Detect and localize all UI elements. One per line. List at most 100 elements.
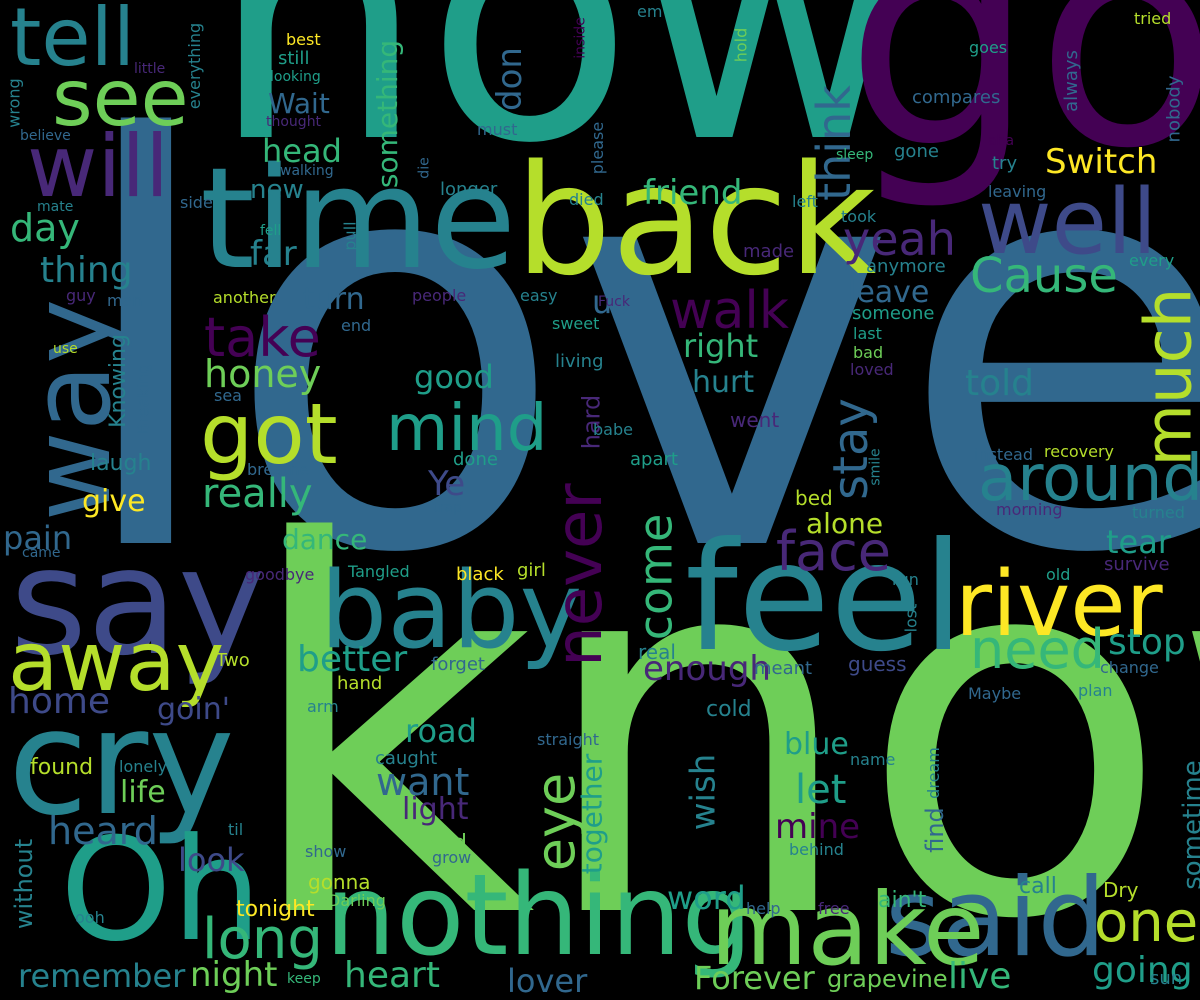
word-always: always [1060, 50, 1082, 112]
word-done: done [453, 449, 498, 470]
word-said: said [885, 856, 1107, 981]
word-caught: caught [375, 748, 438, 769]
word-call: call [1019, 874, 1057, 899]
word-well: well [978, 170, 1157, 275]
word-use: use [53, 341, 78, 357]
word-heart: heart [344, 955, 440, 996]
word-took: took [841, 207, 877, 226]
word-us: us [592, 283, 629, 321]
word-name: name [850, 750, 896, 769]
word-try: try [992, 153, 1018, 174]
word-pain: pain [3, 519, 73, 557]
word-looking: looking [270, 69, 321, 85]
word-away: away [8, 615, 225, 710]
word-plan: plan [1078, 681, 1113, 700]
word-say: say [10, 516, 266, 688]
word-anymore: anymore [866, 256, 946, 277]
word-leaving: leaving [988, 182, 1047, 201]
word-blue: blue [784, 727, 849, 762]
word-night: night [190, 955, 278, 995]
word-walking: walking [280, 163, 334, 179]
word-together: together [575, 753, 609, 875]
word-alone: alone [806, 507, 884, 540]
word-hand: hand [337, 673, 383, 694]
word-run: run [892, 570, 919, 589]
word-old: old [1046, 565, 1071, 584]
word-breaking: Breaking [133, 363, 153, 435]
word-feel: feel [685, 511, 965, 685]
word-knowing: Knowing [105, 334, 131, 428]
word-find: find [920, 807, 949, 853]
word-laugh: laugh [90, 451, 152, 476]
word-side: side [180, 193, 213, 212]
word-don: don [489, 47, 530, 111]
word-better: better [297, 639, 408, 680]
word-loved: loved [850, 360, 894, 379]
word-see: see [52, 54, 189, 144]
word-good: good [414, 358, 494, 396]
word-little: little [134, 61, 166, 77]
word-darling: Darling [328, 891, 386, 910]
word-tell: tell [10, 0, 136, 84]
word-let: let [795, 767, 847, 813]
word-back: back [515, 132, 877, 309]
word-thought: thought [266, 114, 322, 130]
word-came: came [22, 545, 61, 561]
word-remember: remember [18, 957, 186, 995]
word-will: will [27, 117, 170, 217]
word-cause: Cause [970, 248, 1118, 304]
word-forget: forget [431, 654, 485, 675]
word-hold: hold [731, 27, 751, 63]
word-maybe: Maybe [968, 684, 1022, 703]
word-make: make [710, 871, 985, 988]
word-straight: straight [537, 730, 600, 749]
word-lover: lover [507, 962, 588, 1000]
word-keep: keep [287, 971, 321, 987]
word-fuck: Fuck [598, 294, 630, 310]
word-hurt: hurt [692, 365, 755, 400]
word-morning: morning [996, 500, 1063, 519]
word-told: told [965, 363, 1034, 404]
word-love: love [68, 24, 1200, 676]
word-another: another [213, 288, 276, 307]
word-baby: baby [320, 549, 583, 672]
word-heard: heard [48, 809, 158, 853]
word-now: now [210, 0, 912, 218]
word-grapevine: grapevine [827, 965, 948, 993]
word-tear: tear [1106, 523, 1171, 561]
word-found: found [30, 755, 94, 780]
word-got: got [200, 385, 338, 483]
word-friend: friend [643, 173, 743, 213]
word-guess: guess [848, 652, 907, 676]
word-take: take [204, 306, 321, 369]
word-survive: survive [1104, 554, 1170, 575]
word-wait: Wait [268, 87, 330, 120]
word-home: home [8, 681, 111, 722]
word-aint: ain't [878, 888, 927, 913]
word-think: think [806, 85, 861, 201]
word-must: must [477, 120, 518, 139]
word-guy: guy [66, 286, 96, 305]
word-left: left [792, 192, 818, 211]
word-switch: Switch [1045, 142, 1158, 182]
word-em: em [637, 2, 663, 21]
word-stop: stop [1108, 622, 1186, 663]
word-face: face [776, 520, 892, 583]
word-help: help [746, 899, 781, 918]
word-cold: cold [706, 697, 752, 722]
word-mate: mate [37, 199, 74, 215]
word-river: river [955, 552, 1163, 657]
word-look: look [178, 841, 245, 879]
word-show: show [305, 842, 347, 861]
word-want: want [376, 760, 470, 804]
word-someone: someone [852, 303, 935, 324]
word-word: word [667, 879, 746, 917]
word-behind: behind [789, 840, 844, 859]
word-one: one [1094, 890, 1199, 955]
word-ye: Ye [428, 464, 466, 504]
word-breathe: breathe [247, 460, 310, 479]
word-last: last [853, 324, 882, 343]
word-never: never [542, 483, 617, 667]
word-recovery: recovery [1044, 442, 1115, 461]
word-need: need [970, 618, 1105, 681]
